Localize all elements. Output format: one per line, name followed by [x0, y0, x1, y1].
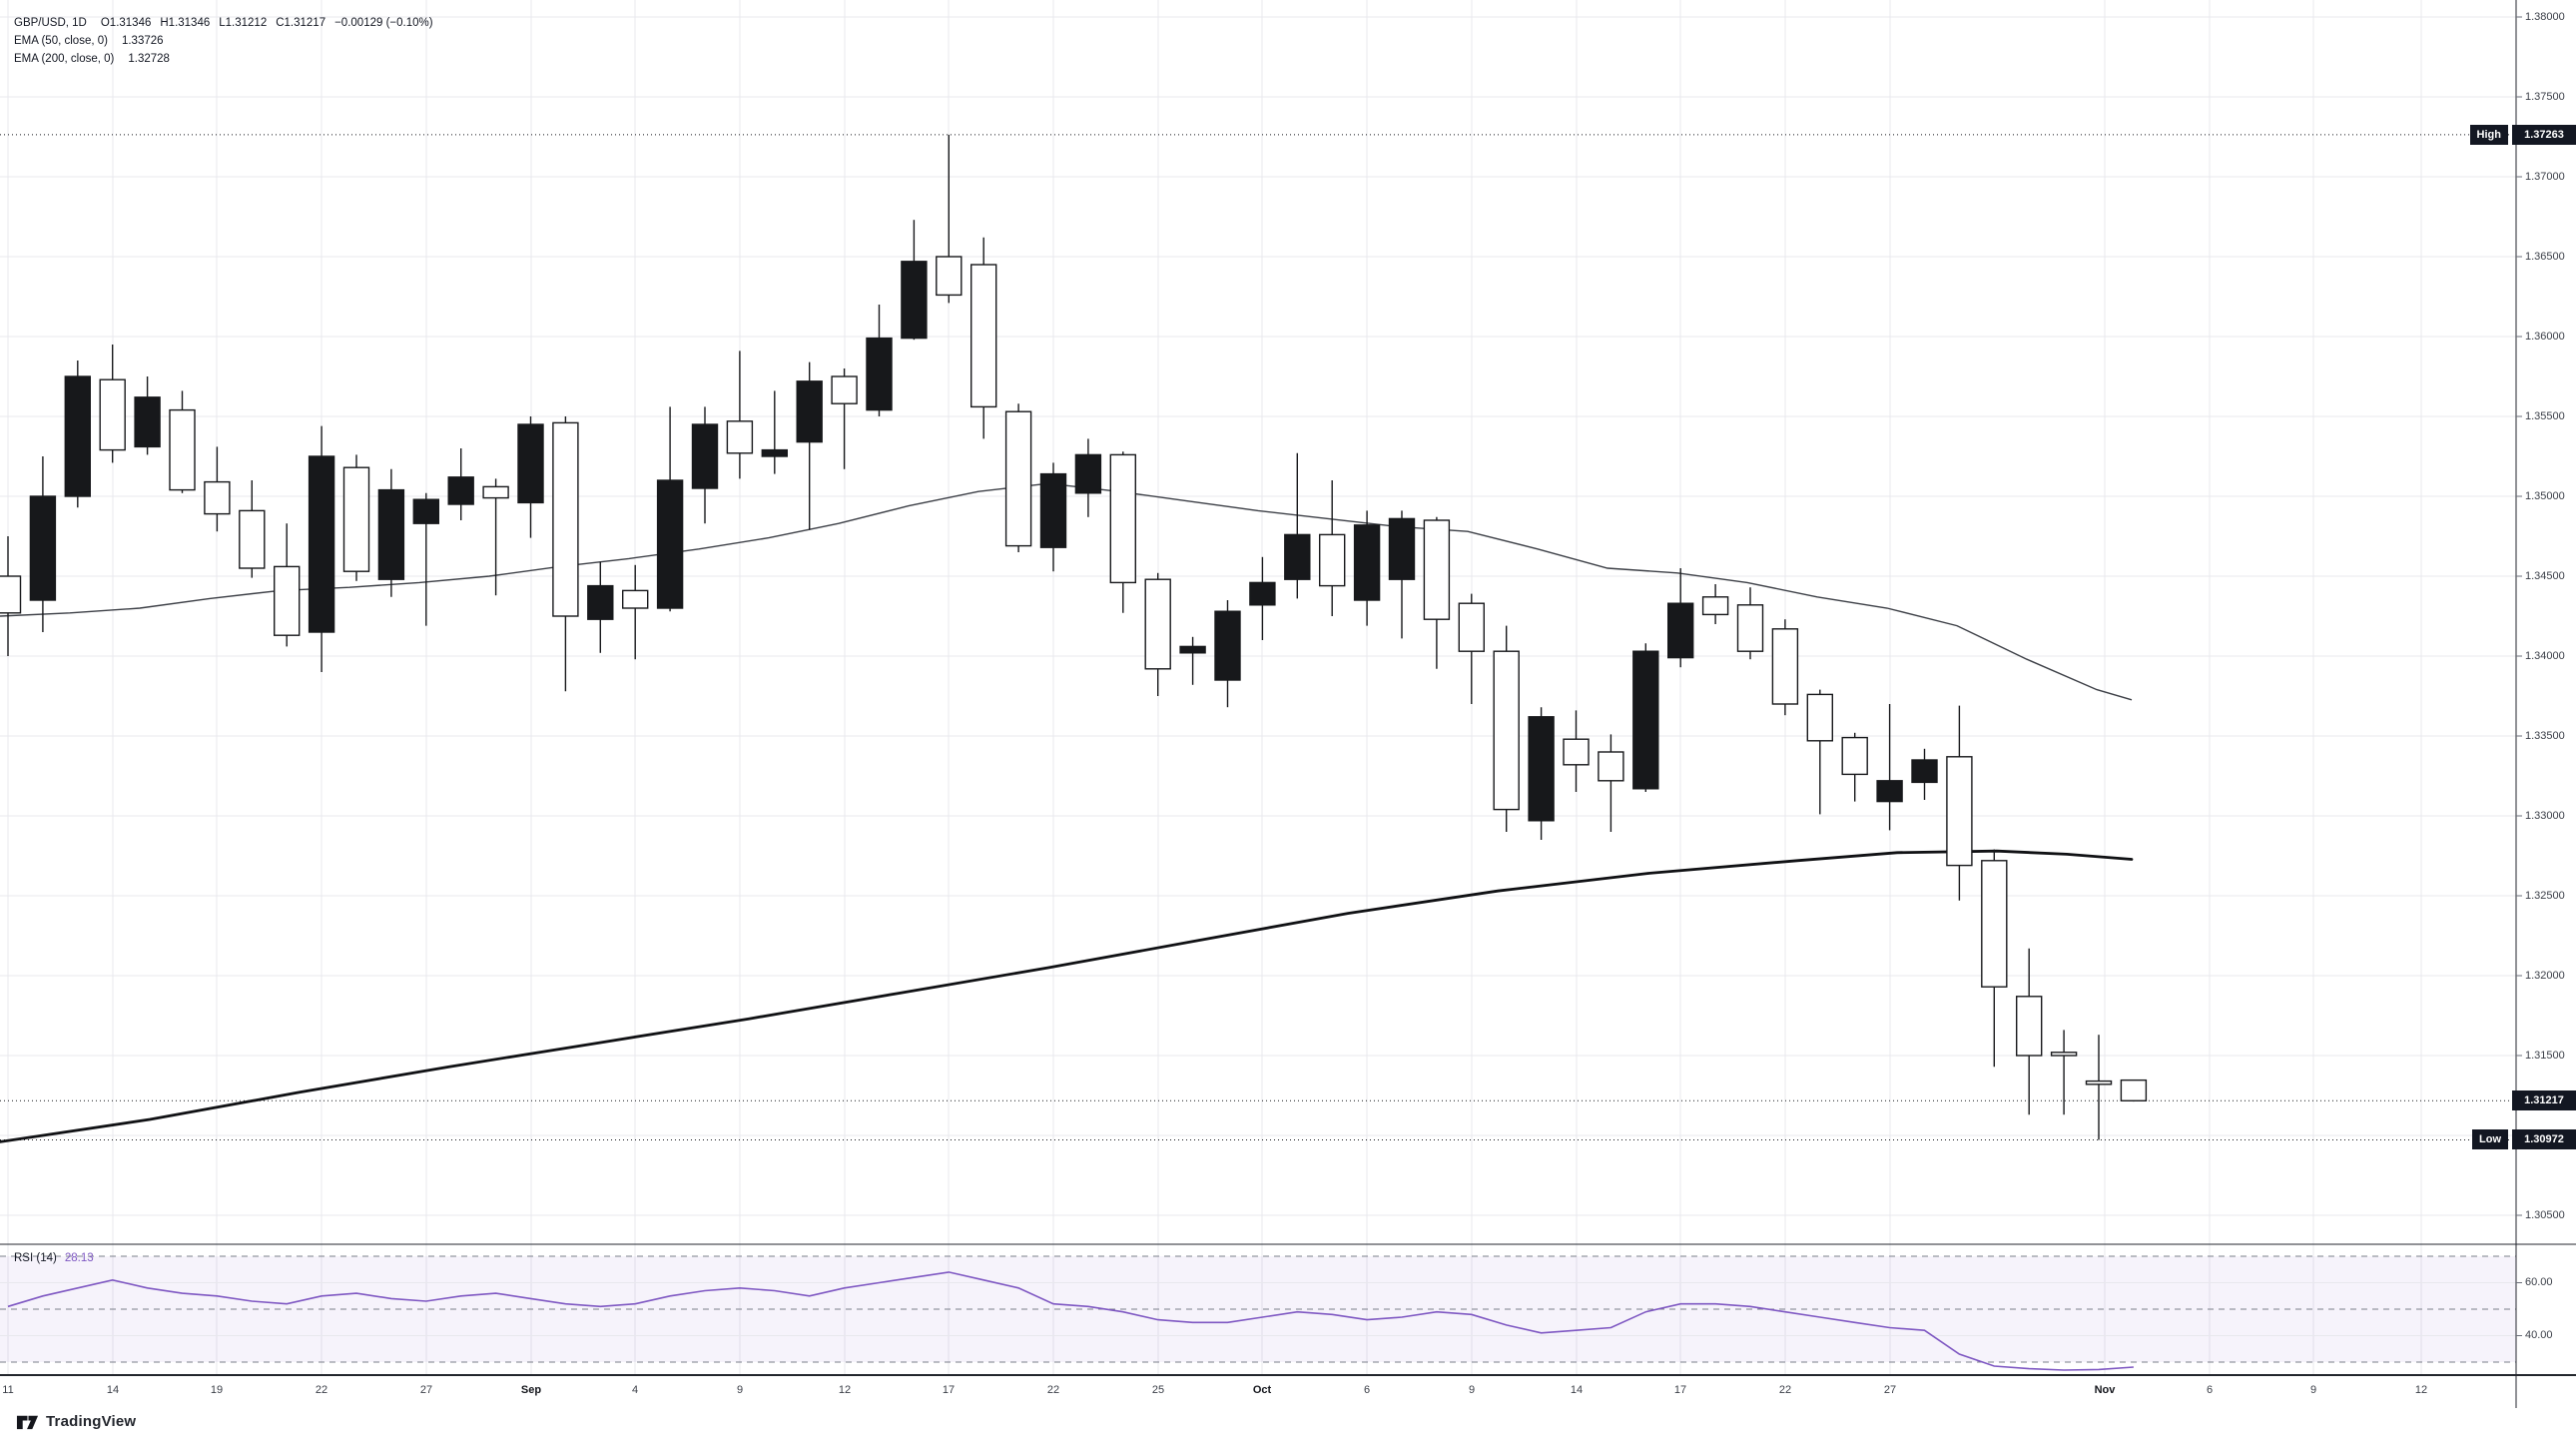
rsi-legend-row[interactable]: RSI (14) 28.13 — [14, 1252, 94, 1264]
price-tick-label: 1.33500 — [2525, 729, 2565, 742]
rsi-label: RSI (14) — [14, 1252, 57, 1264]
time-tick-label: 25 — [1151, 1384, 1165, 1396]
price-tick-label: 1.34000 — [2525, 649, 2565, 662]
time-tick-label: 19 — [210, 1384, 224, 1396]
ohlc-low: L1.31212 — [219, 17, 268, 29]
time-tick-label: 6 — [2206, 1384, 2214, 1396]
tradingview-logo-text: TradingView — [46, 1413, 137, 1430]
ema200-label: EMA (200, close, 0) — [14, 53, 115, 65]
high-marker-value: 1.37263 — [2512, 124, 2576, 145]
low-marker-label: Low — [2472, 1129, 2508, 1150]
time-tick-label: 9 — [736, 1384, 744, 1396]
legend: GBP/USD, 1D O1.31346 H1.31346 L1.31212 C1.31… — [14, 14, 442, 68]
time-tick-label: 6 — [1363, 1384, 1371, 1396]
time-tick-label: Sep — [520, 1384, 542, 1396]
time-tick-label: 27 — [419, 1384, 433, 1396]
time-tick-label: 17 — [942, 1384, 956, 1396]
symbol-title[interactable]: GBP/USD, 1D — [14, 17, 87, 29]
time-tick-label: 11 — [2, 1384, 14, 1396]
time-tick-label: 9 — [1468, 1384, 1476, 1396]
price-tick-label: 1.38000 — [2525, 10, 2565, 23]
time-tick-label: 14 — [1570, 1384, 1584, 1396]
ohlc-close: C1.31217 — [276, 17, 326, 29]
time-tick-label: 22 — [1046, 1384, 1060, 1396]
time-tick-label: 14 — [106, 1384, 120, 1396]
ema200-value: 1.32728 — [128, 53, 170, 65]
time-tick-label: 27 — [1883, 1384, 1897, 1396]
price-tick-label: 1.34500 — [2525, 569, 2565, 582]
low-marker-value: 1.30972 — [2512, 1129, 2576, 1150]
time-tick-label: 4 — [631, 1384, 639, 1396]
time-tick-label: 12 — [2414, 1384, 2428, 1396]
price-tick-label: 1.35500 — [2525, 409, 2565, 422]
symbol-legend-row[interactable]: GBP/USD, 1D O1.31346 H1.31346 L1.31212 C1.31… — [14, 14, 442, 32]
price-tick-label: 1.32500 — [2525, 889, 2565, 902]
price-tick-label: 1.33000 — [2525, 809, 2565, 822]
price-tick-label: 1.36000 — [2525, 330, 2565, 343]
rsi-value: 28.13 — [64, 1252, 94, 1264]
high-marker-label: High — [2469, 124, 2508, 145]
time-tick-label: 17 — [1673, 1384, 1687, 1396]
price-tick-label: 1.37000 — [2525, 170, 2565, 183]
tradingview-logo[interactable]: TradingView — [16, 1410, 136, 1433]
last-price-badge: 1.31217 — [2512, 1090, 2576, 1111]
rsi-tick-label: 40.00 — [2525, 1329, 2553, 1341]
price-tick-label: 1.37500 — [2525, 90, 2565, 103]
time-tick-label: 12 — [838, 1384, 852, 1396]
ema200-legend-row[interactable]: EMA (200, close, 0) 1.32728 — [14, 50, 442, 68]
price-tick-label: 1.36500 — [2525, 250, 2565, 263]
price-tick-label: 1.31500 — [2525, 1049, 2565, 1062]
price-tick-label: 1.35000 — [2525, 489, 2565, 502]
time-tick-label: Nov — [2094, 1384, 2116, 1396]
ohlc-change: −0.00129 (−0.10%) — [334, 17, 433, 29]
ohlc-high: H1.31346 — [160, 17, 211, 29]
ema50-legend-row[interactable]: EMA (50, close, 0) 1.33726 — [14, 32, 442, 50]
price-tick-label: 1.32000 — [2525, 969, 2565, 982]
time-tick-label: 22 — [1778, 1384, 1792, 1396]
ema50-label: EMA (50, close, 0) — [14, 35, 108, 47]
time-tick-label: Oct — [1252, 1384, 1272, 1396]
tradingview-logo-icon — [16, 1415, 39, 1430]
time-tick-label: 9 — [2309, 1384, 2317, 1396]
rsi-tick-label: 60.00 — [2525, 1276, 2553, 1288]
ohlc-open: O1.31346 — [100, 17, 152, 29]
ema50-value: 1.33726 — [121, 35, 164, 47]
time-tick-label: 22 — [315, 1384, 328, 1396]
price-tick-label: 1.30500 — [2525, 1208, 2565, 1221]
